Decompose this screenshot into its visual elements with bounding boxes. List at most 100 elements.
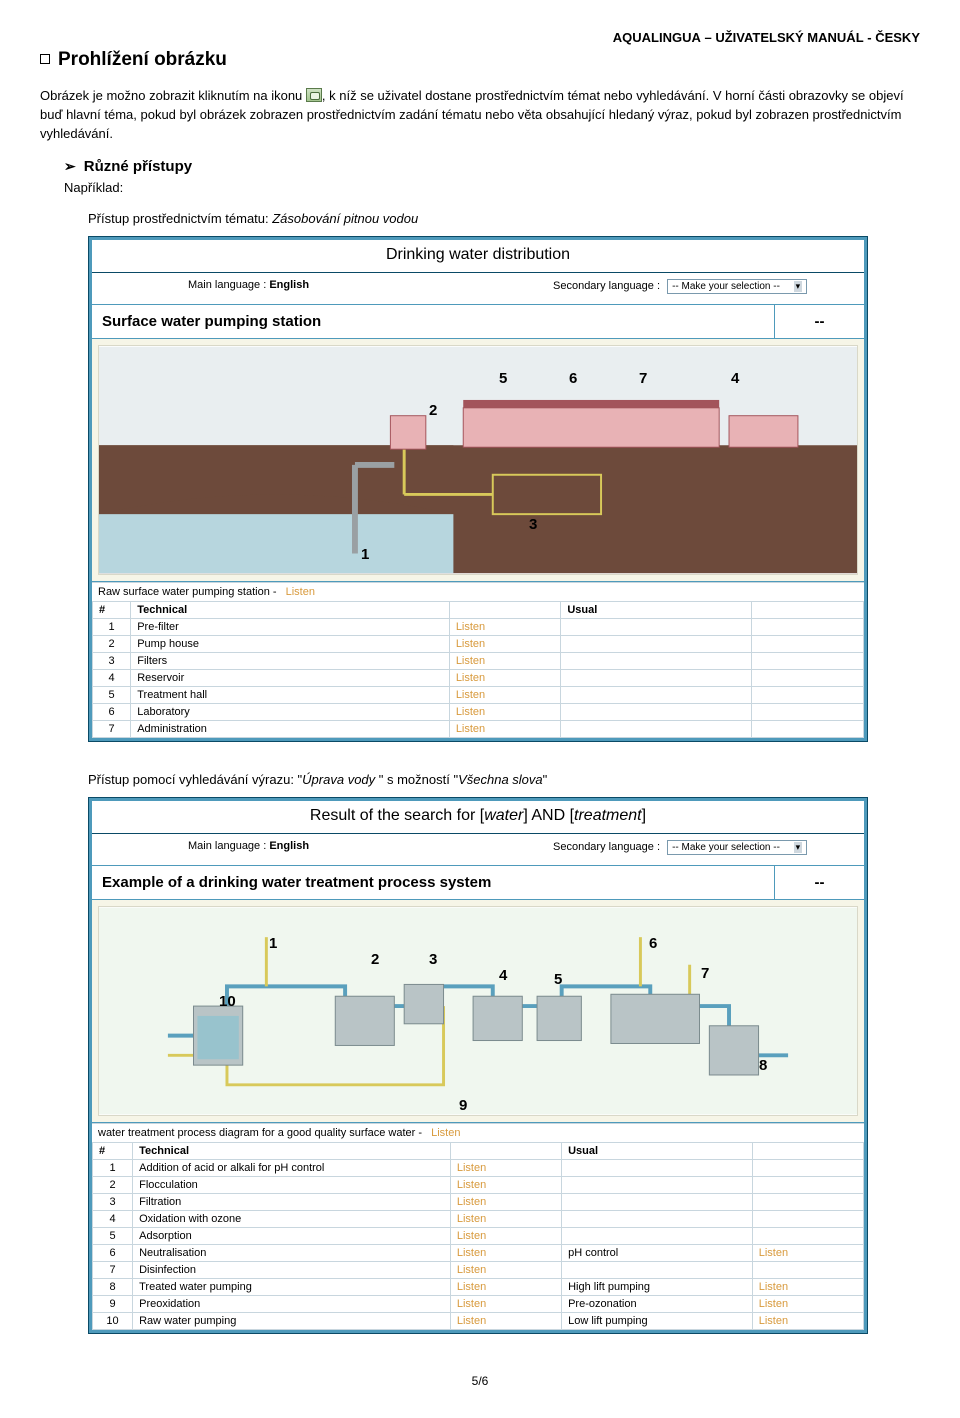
listen-link[interactable]: Listen — [450, 1262, 561, 1279]
listen-link[interactable]: Listen — [450, 1228, 561, 1245]
row-num: 4 — [93, 670, 131, 687]
listen-link[interactable]: Listen — [450, 1313, 561, 1330]
page-title: Prohlížení obrázku — [40, 49, 920, 71]
row-usual — [562, 1228, 753, 1245]
row-tech: Flocculation — [133, 1177, 451, 1194]
listen-link[interactable]: Listen — [449, 636, 561, 653]
diagram-label: 6 — [649, 935, 657, 952]
row-usual — [561, 653, 752, 670]
subheading-approaches: ➢Různé přístupy — [64, 158, 920, 175]
row-usual — [562, 1194, 753, 1211]
caption-row-1: Raw surface water pumping station - List… — [92, 582, 864, 601]
listen-link[interactable]: Listen — [450, 1177, 561, 1194]
listen-link[interactable]: Listen — [449, 721, 561, 738]
row-tech: Raw water pumping — [133, 1313, 451, 1330]
listen-link — [752, 619, 864, 636]
table-row: 9PreoxidationListenPre-ozonationListen — [93, 1296, 864, 1313]
listen-link[interactable]: Listen — [752, 1296, 863, 1313]
row-usual: Low lift pumping — [562, 1313, 753, 1330]
row-tech: Administration — [131, 721, 450, 738]
listen-link[interactable]: Listen — [450, 1279, 561, 1296]
row-num: 8 — [93, 1279, 133, 1296]
diagram-label: 2 — [429, 402, 437, 419]
listen-link — [752, 1177, 863, 1194]
image-icon — [306, 88, 322, 102]
row-tech: Filters — [131, 653, 450, 670]
subtitle: UŽIVATELSKÝ MANUÁL — [715, 30, 863, 45]
listen-link[interactable]: Listen — [449, 687, 561, 704]
sec-lang-select[interactable]: -- Make your selection --▾ — [667, 840, 807, 855]
listen-link — [752, 721, 864, 738]
table-row: 10Raw water pumpingListenLow lift pumpin… — [93, 1313, 864, 1330]
table-row: 8Treated water pumpingListenHigh lift pu… — [93, 1279, 864, 1296]
row-tech: Filtration — [133, 1194, 451, 1211]
diagram-label: 1 — [361, 546, 369, 563]
listen-link — [752, 704, 864, 721]
listen-link[interactable]: Listen — [286, 586, 315, 598]
listen-link[interactable]: Listen — [752, 1279, 863, 1296]
lang-bar-2: Main language : English Secondary langua… — [92, 834, 864, 866]
via-theme-line: Přístup prostřednictvím tématu: Zásobová… — [88, 211, 920, 226]
listen-link[interactable]: Listen — [431, 1127, 460, 1139]
listen-link — [752, 670, 864, 687]
table-row: 4Oxidation with ozoneListen — [93, 1211, 864, 1228]
lang-bar: Main language : English Secondary langua… — [92, 273, 864, 305]
listen-link[interactable]: Listen — [449, 704, 561, 721]
main-lang-label: Main language : — [188, 279, 269, 291]
diagram-label: 7 — [701, 965, 709, 982]
col-num: # — [93, 1143, 133, 1160]
row-usual — [561, 704, 752, 721]
row-tech: Pump house — [131, 636, 450, 653]
listen-link[interactable]: Listen — [449, 670, 561, 687]
diagram-area-1: 1234567 — [92, 339, 864, 582]
section-name-bar: Surface water pumping station -- — [92, 305, 864, 339]
listen-link[interactable]: Listen — [450, 1296, 561, 1313]
listen-link[interactable]: Listen — [450, 1160, 561, 1177]
diagram-label: 2 — [371, 951, 379, 968]
table-row: 7DisinfectionListen — [93, 1262, 864, 1279]
table-row: 3FiltrationListen — [93, 1194, 864, 1211]
row-tech: Treated water pumping — [133, 1279, 451, 1296]
listen-link[interactable]: Listen — [752, 1313, 863, 1330]
listen-link[interactable]: Listen — [752, 1245, 863, 1262]
sec-lang-label: Secondary language : — [553, 280, 663, 292]
listen-link — [752, 1262, 863, 1279]
sec-lang-select[interactable]: -- Make your selection --▾ — [667, 279, 807, 294]
col-tech: Technical — [131, 602, 450, 619]
diagram-label: 4 — [731, 370, 739, 387]
listen-link[interactable]: Listen — [450, 1245, 561, 1262]
table-row: 5Treatment hallListen — [93, 687, 864, 704]
row-usual — [561, 721, 752, 738]
listen-link[interactable]: Listen — [450, 1194, 561, 1211]
via-search-line: Přístup pomocí vyhledávání výrazu: "Úpra… — [88, 772, 920, 787]
listen-link[interactable]: Listen — [449, 653, 561, 670]
listen-link[interactable]: Listen — [450, 1211, 561, 1228]
row-usual: Pre-ozonation — [562, 1296, 753, 1313]
row-usual — [561, 687, 752, 704]
listen-link[interactable]: Listen — [449, 619, 561, 636]
row-num: 7 — [93, 721, 131, 738]
listen-link — [752, 1194, 863, 1211]
panel-drinking-water: Drinking water distribution Main languag… — [88, 236, 868, 742]
row-usual — [562, 1177, 753, 1194]
row-tech: Disinfection — [133, 1262, 451, 1279]
col-num: # — [93, 602, 131, 619]
table-row: 2FlocculationListen — [93, 1177, 864, 1194]
chevron-down-icon: ▾ — [794, 842, 803, 853]
table-row: 5AdsorptionListen — [93, 1228, 864, 1245]
row-usual: High lift pumping — [562, 1279, 753, 1296]
section-title-2: Example of a drinking water treatment pr… — [92, 866, 774, 899]
terms-table-2: # Technical Usual 1Addition of acid or a… — [92, 1142, 864, 1330]
row-num: 9 — [93, 1296, 133, 1313]
row-num: 2 — [93, 636, 131, 653]
diagram-label: 4 — [499, 967, 507, 984]
diagram2-svg — [99, 907, 857, 1115]
intro-paragraph: Obrázek je možno zobrazit kliknutím na i… — [40, 87, 920, 144]
table-row: 1Addition of acid or alkali for pH contr… — [93, 1160, 864, 1177]
main-lang-value: English — [269, 279, 309, 291]
table-row: 3FiltersListen — [93, 653, 864, 670]
row-num: 6 — [93, 1245, 133, 1262]
section-dash: -- — [774, 305, 864, 338]
row-usual — [562, 1160, 753, 1177]
table-row: 4ReservoirListen — [93, 670, 864, 687]
